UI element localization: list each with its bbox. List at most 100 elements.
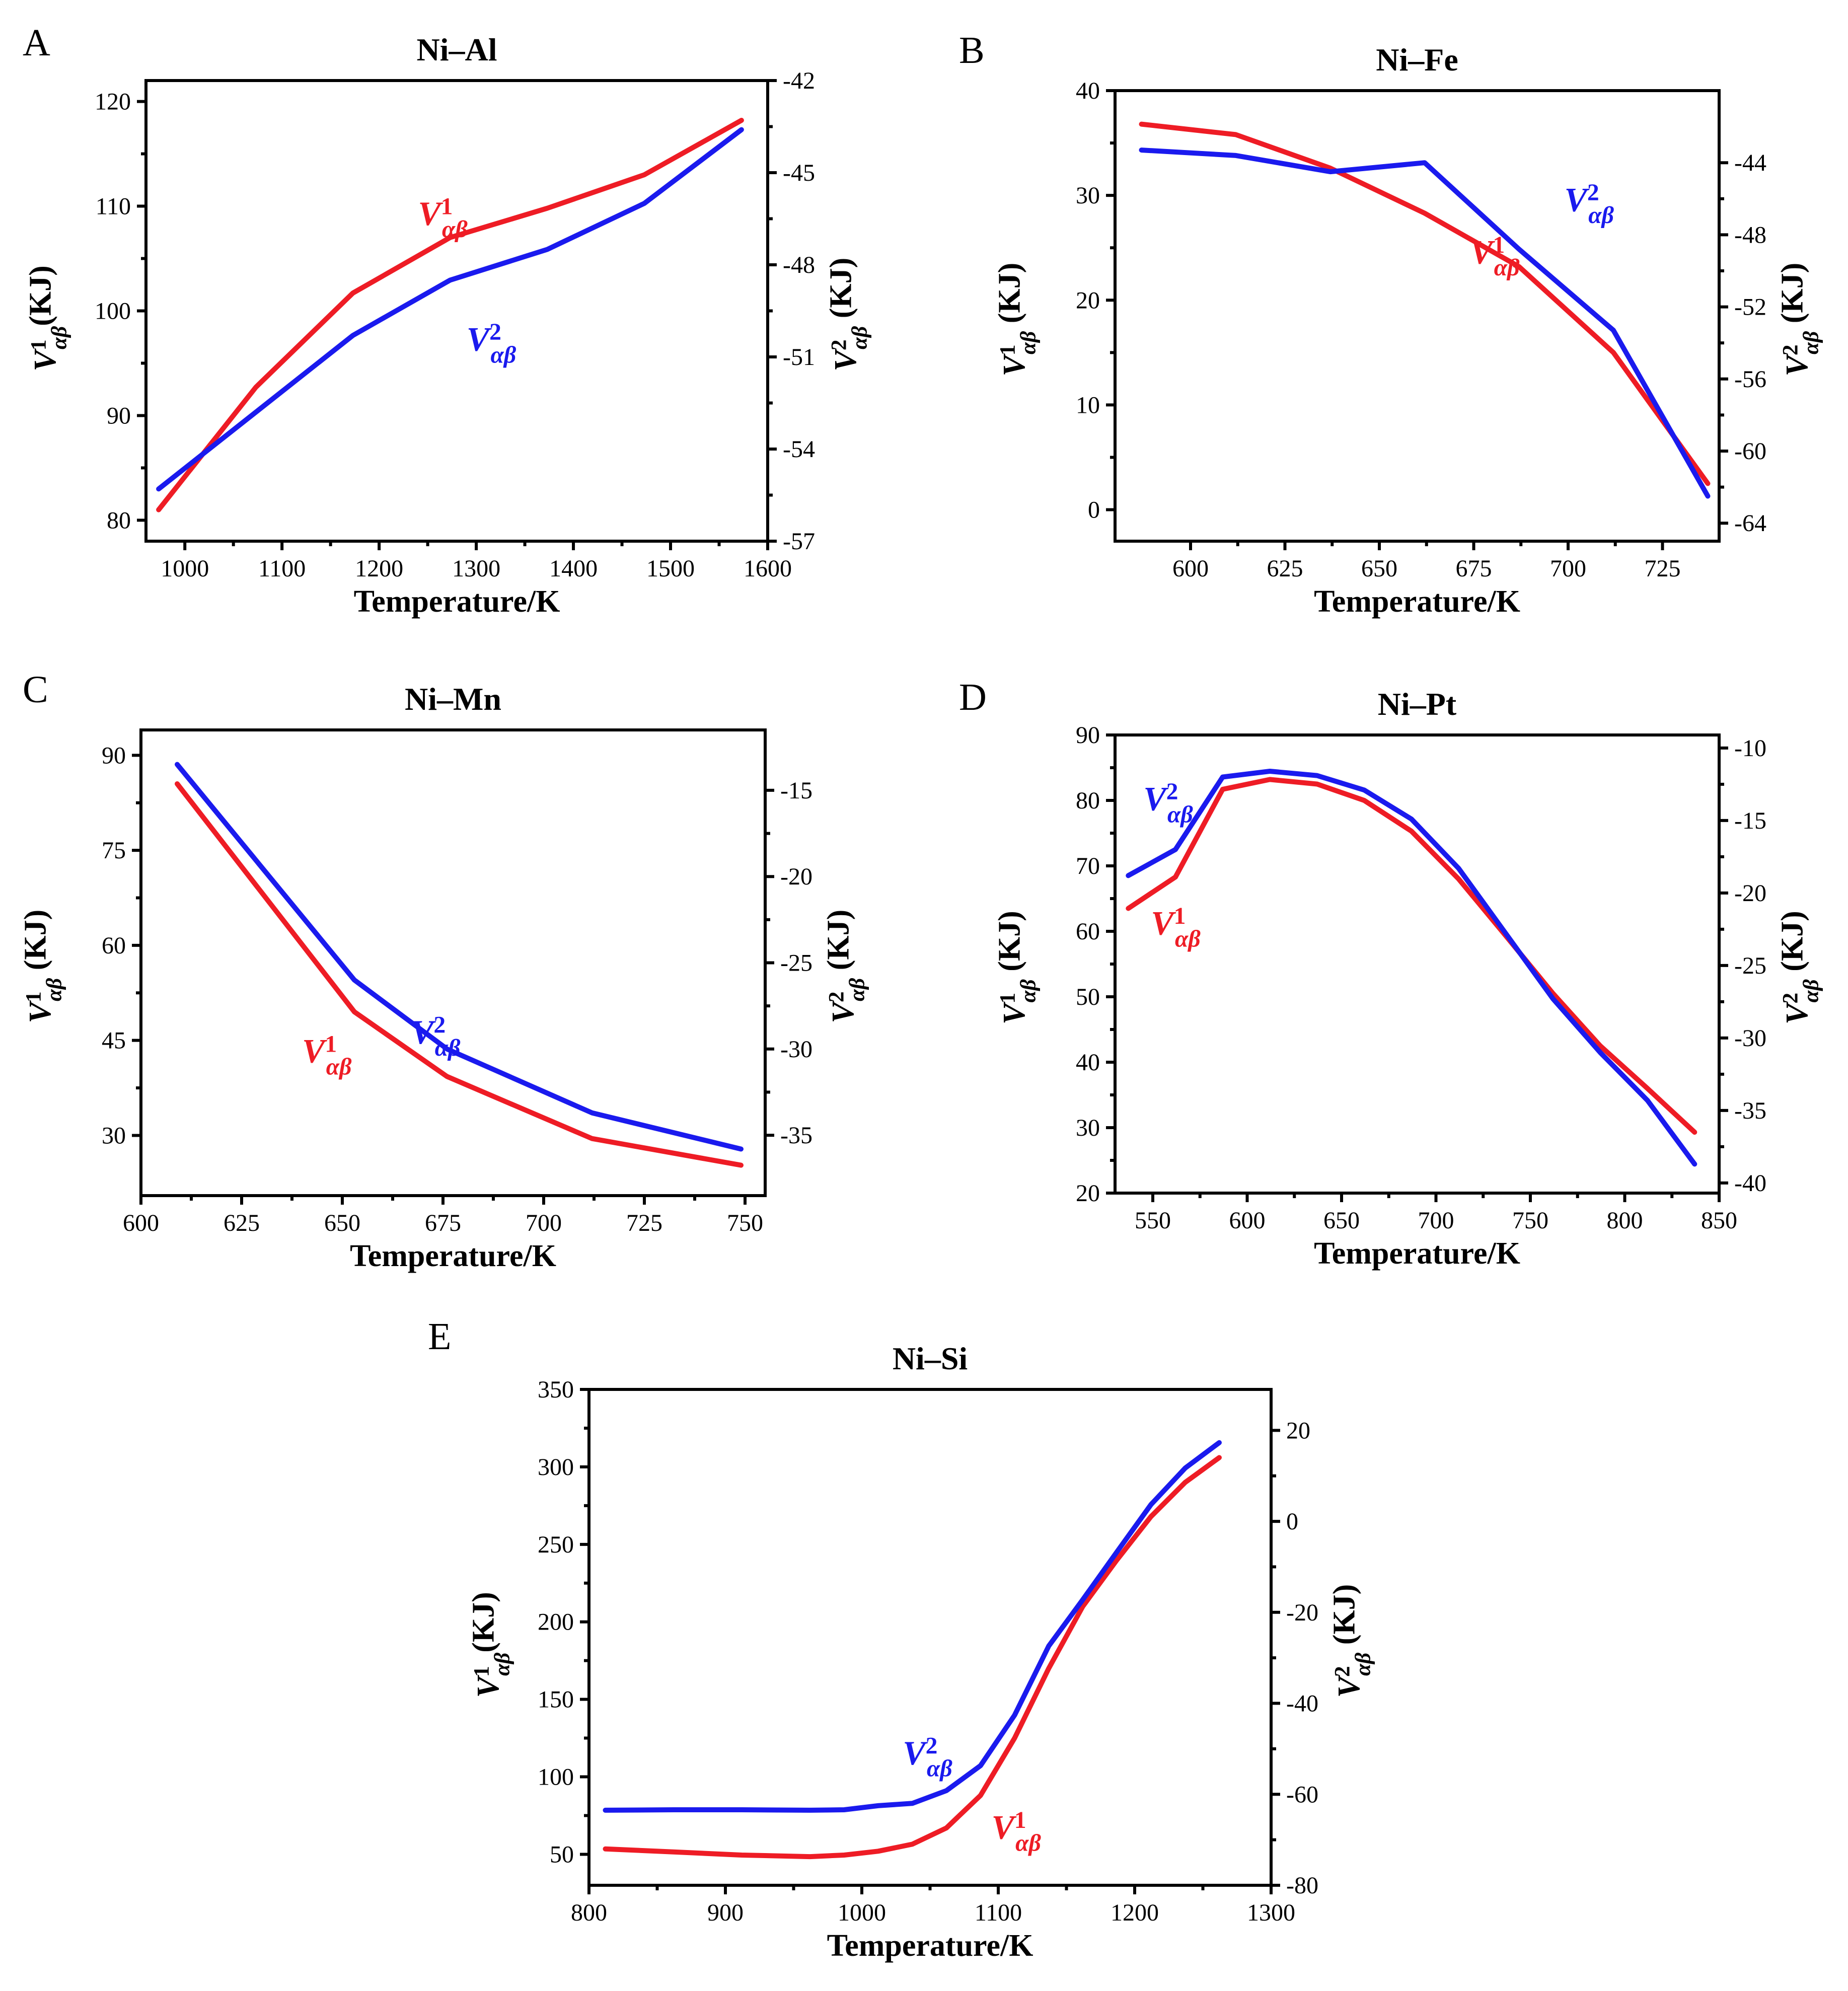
y-right-tick-label: -30 <box>780 1036 812 1063</box>
y-right-tick-label: -35 <box>780 1122 812 1149</box>
y-left-tick-label: 0 <box>1088 497 1100 524</box>
chart-title: Ni–Pt <box>1378 686 1457 722</box>
y-right-tick-label: -42 <box>783 67 815 94</box>
y-left-tick-label: 75 <box>102 837 126 864</box>
x-tick-label: 750 <box>727 1210 763 1236</box>
y-right-tick-label: 0 <box>1286 1508 1298 1535</box>
y-right-tick-label: -15 <box>780 777 812 804</box>
y-right-tick-label: -54 <box>783 436 815 463</box>
panel-letter: E <box>428 1315 451 1358</box>
y-left-tick-label: 50 <box>550 1841 574 1868</box>
y-right-tick-label: -80 <box>1286 1872 1318 1899</box>
x-tick-label: 1200 <box>1111 1899 1159 1926</box>
chart-title: Ni–Mn <box>405 681 501 717</box>
y-left-axis-title: V1αβ (KJ) <box>19 910 66 1023</box>
y-right-axis-title: V2αβ (KJ) <box>824 258 872 372</box>
x-tick-label: 900 <box>707 1899 744 1926</box>
panel-letter: B <box>959 29 985 71</box>
y-right-tick-label: -40 <box>1286 1690 1318 1717</box>
y-right-tick-label: -25 <box>1734 952 1766 979</box>
panel-letter: D <box>959 676 987 718</box>
y-left-tick-label: 90 <box>107 402 131 429</box>
y-left-tick-label: 300 <box>538 1454 574 1481</box>
series-line-v2 <box>156 127 744 492</box>
series-label-v1: V1 αβ <box>302 1031 352 1080</box>
y-left-tick-label: 90 <box>1076 722 1100 749</box>
y-left-tick-label: 110 <box>96 193 131 220</box>
x-tick-label: 725 <box>1645 555 1681 582</box>
y-right-tick-label: -40 <box>1734 1170 1766 1197</box>
x-tick-label: 1300 <box>1247 1899 1295 1926</box>
y-right-tick-label: -35 <box>1734 1097 1766 1124</box>
y-left-axis-title: V1αβ(KJ) <box>24 265 71 371</box>
y-right-tick-label: -56 <box>1734 366 1766 393</box>
y-right-tick-label: -57 <box>783 528 815 555</box>
y-right-tick-label: -60 <box>1734 438 1766 465</box>
x-tick-label: 1100 <box>975 1899 1022 1926</box>
series-line-v1 <box>156 118 744 512</box>
x-tick-label: 600 <box>123 1210 159 1236</box>
x-tick-label: 1000 <box>838 1899 886 1926</box>
plot-frame <box>144 79 769 543</box>
y-right-tick-label: -60 <box>1286 1781 1318 1808</box>
y-left-tick-label: 150 <box>538 1686 574 1713</box>
x-tick-label: 1100 <box>258 555 306 582</box>
x-axis-title: Temperature/K <box>350 1239 556 1273</box>
y-left-tick-label: 350 <box>538 1376 574 1403</box>
x-tick-label: 800 <box>571 1899 607 1926</box>
y-left-tick-label: 90 <box>102 742 126 769</box>
y-right-tick-label: -20 <box>780 863 812 890</box>
series-label-v1: V1 αβ <box>1151 903 1201 952</box>
y-left-tick-label: 45 <box>102 1027 126 1054</box>
y-left-tick-label: 60 <box>1076 918 1100 945</box>
x-tick-label: 850 <box>1701 1207 1737 1234</box>
y-left-tick-label: 100 <box>538 1764 574 1791</box>
series-label-v2: V2 αβ <box>903 1733 952 1782</box>
y-left-tick-label: 80 <box>1076 787 1100 814</box>
y-left-tick-label: 20 <box>1076 287 1100 314</box>
y-right-tick-label: -25 <box>780 950 812 977</box>
chart-title: Ni–Al <box>417 32 497 67</box>
x-axis-title: Temperature/K <box>1314 1236 1520 1271</box>
x-tick-label: 1000 <box>161 555 209 582</box>
x-tick-label: 650 <box>324 1210 360 1236</box>
y-left-tick-label: 40 <box>1076 1049 1100 1076</box>
y-right-axis-title: V2αβ (KJ) <box>1776 911 1823 1024</box>
x-axis-title: Temperature/K <box>354 584 560 619</box>
y-left-tick-label: 100 <box>95 298 131 325</box>
x-tick-label: 600 <box>1229 1207 1266 1234</box>
x-tick-label: 650 <box>1361 555 1397 582</box>
x-tick-label: 550 <box>1135 1207 1171 1234</box>
panel-c-ni-mn: C Ni–Mn 600 625 650 675 700 725 750 30 45 60 75 90 -35… <box>19 669 869 1273</box>
plot-frame <box>139 728 767 1197</box>
x-tick-label: 1400 <box>549 555 598 582</box>
y-right-tick-label: -48 <box>783 252 815 278</box>
y-left-tick-label: 60 <box>102 932 126 959</box>
x-tick-label: 800 <box>1607 1207 1643 1234</box>
y-left-tick-label: 40 <box>1076 78 1100 104</box>
x-tick-label: 700 <box>1418 1207 1454 1234</box>
panel-a-ni-al: A Ni–Al 1000 1100 1200 1300 1400 1500 1600 80 90 10… <box>23 22 872 619</box>
x-tick-label: 700 <box>526 1210 562 1236</box>
y-left-axis-title: V1αβ (KJ) <box>993 263 1041 377</box>
x-tick-label: 625 <box>224 1210 260 1236</box>
chart-title: Ni–Fe <box>1376 42 1458 78</box>
x-tick-label: 625 <box>1267 555 1303 582</box>
series-line-v1 <box>603 1455 1222 1860</box>
y-left-axis-title: V1αβ (KJ) <box>993 911 1041 1024</box>
panel-letter: C <box>23 669 48 711</box>
y-right-tick-label: -20 <box>1734 880 1766 907</box>
y-right-tick-label: -48 <box>1734 222 1766 248</box>
y-right-axis-title: V2αβ (KJ) <box>1776 263 1823 377</box>
y-right-tick-label: -20 <box>1286 1599 1318 1626</box>
panel-b-ni-fe: B Ni–Fe 600 625 650 675 700 725 0 10 20 30 40 -64 -60 -… <box>959 29 1823 619</box>
y-left-tick-label: 70 <box>1076 853 1100 879</box>
x-tick-label: 750 <box>1512 1207 1548 1234</box>
y-left-axis-title: V1αβ(KJ) <box>467 1592 514 1698</box>
panel-letter: A <box>23 22 50 64</box>
y-right-tick-label: -30 <box>1734 1025 1766 1052</box>
series-line-v1 <box>1139 121 1711 486</box>
series-label-v2: V2 αβ <box>411 1012 461 1061</box>
series-label-v1: V1 αβ <box>1470 232 1520 281</box>
